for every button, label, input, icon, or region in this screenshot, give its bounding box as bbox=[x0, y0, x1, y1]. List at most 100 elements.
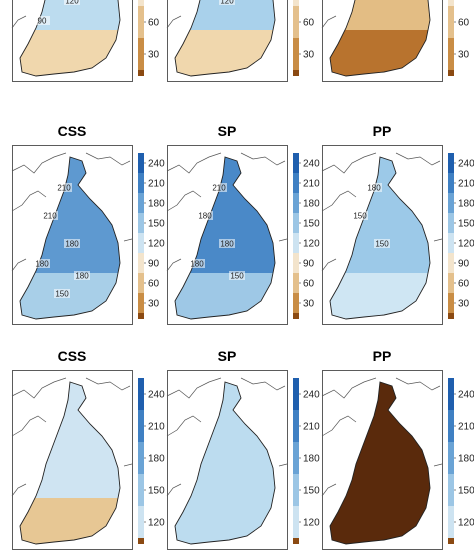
colorbar-tick-label: 210 bbox=[458, 179, 474, 190]
colorbar-segment bbox=[448, 410, 454, 443]
coastline bbox=[321, 258, 337, 272]
colorbar-tick-label: 90 bbox=[148, 259, 160, 270]
colorbar-segment bbox=[138, 173, 144, 194]
map-panel-middle-1: CSS 210 210 180 180 180 150 240 210 180 150 120 90 60… bbox=[11, 123, 165, 325]
map-panel-top-3: 12090150120906030 bbox=[321, 0, 474, 82]
colorbar-tick-label: 120 bbox=[148, 239, 165, 250]
coastline bbox=[321, 152, 377, 174]
coastline bbox=[433, 238, 443, 242]
colorbar-tick-label: 60 bbox=[458, 18, 470, 29]
coastline bbox=[85, 152, 131, 166]
contour-label-bg bbox=[189, 259, 205, 268]
colorbar-tick-label: 210 bbox=[148, 179, 165, 190]
contour-label-bg bbox=[42, 211, 58, 220]
contour-label-bg bbox=[56, 183, 72, 192]
colorbar-tick-label: 60 bbox=[303, 279, 315, 290]
coastline bbox=[240, 152, 286, 166]
colorbar-segment bbox=[448, 538, 454, 544]
colorbar-tick-label: 210 bbox=[303, 422, 320, 433]
contour-label: 180 bbox=[75, 272, 89, 281]
colorbar-tick-label: 30 bbox=[148, 299, 160, 310]
colorbar-tick-label: 180 bbox=[303, 199, 320, 210]
colorbar-tick-label: 180 bbox=[148, 199, 165, 210]
contour-label-bg bbox=[352, 211, 368, 220]
colorbar-segment bbox=[138, 6, 144, 39]
colorbar-tick-label: 240 bbox=[148, 390, 165, 401]
colorbar-segment bbox=[293, 293, 299, 314]
colorbar-tick-label: 150 bbox=[458, 219, 474, 230]
contour-label-bg bbox=[54, 289, 70, 298]
colorbar-segment bbox=[138, 193, 144, 214]
contour-label-bg bbox=[219, 0, 235, 5]
colorbar-segment bbox=[293, 6, 299, 39]
colorbar-segment bbox=[293, 313, 299, 319]
coastline bbox=[166, 258, 182, 272]
coastline bbox=[321, 190, 357, 212]
colorbar-tick-label: 180 bbox=[458, 199, 474, 210]
colorbar-tick-label: 150 bbox=[303, 486, 320, 497]
finland-outline bbox=[174, 0, 276, 77]
coastline bbox=[321, 377, 377, 399]
coastline bbox=[166, 377, 222, 399]
colorbar-segment bbox=[293, 506, 299, 539]
colorbar-segment bbox=[448, 253, 454, 274]
colorbar-segment bbox=[138, 410, 144, 443]
coastline bbox=[166, 415, 202, 437]
colorbar-segment bbox=[448, 153, 454, 174]
colorbar-tick-label: 180 bbox=[458, 454, 474, 465]
coastline bbox=[11, 190, 47, 212]
colorbar-segment bbox=[138, 538, 144, 544]
finland-outline bbox=[329, 0, 431, 77]
colorbar-tick-label: 240 bbox=[458, 159, 474, 170]
map-panel-bottom-3: PP 240 210 180 150 120 bbox=[321, 348, 474, 550]
colorbar-tick-label: 210 bbox=[458, 422, 474, 433]
colorbar-segment bbox=[448, 70, 454, 76]
coastline bbox=[11, 415, 47, 437]
colorbar-segment bbox=[448, 378, 454, 411]
coastline bbox=[166, 190, 202, 212]
coastline bbox=[433, 463, 443, 467]
colorbar-tick-label: 210 bbox=[303, 179, 320, 190]
colorbar-segment bbox=[293, 70, 299, 76]
coastline bbox=[321, 15, 337, 29]
contour-label-bg bbox=[366, 183, 382, 192]
coastline bbox=[395, 152, 441, 166]
colorbar-segment bbox=[138, 70, 144, 76]
contour-label-bg bbox=[374, 239, 390, 248]
colorbar-segment bbox=[448, 38, 454, 71]
map-plot: 240 210 180 150 120 bbox=[11, 370, 165, 550]
contour-label: 120 bbox=[65, 0, 79, 6]
colorbar-segment bbox=[138, 153, 144, 174]
coastline bbox=[278, 463, 288, 467]
colorbar-tick-label: 30 bbox=[148, 50, 160, 61]
colorbar-segment bbox=[448, 474, 454, 507]
colorbar-segment bbox=[448, 273, 454, 294]
colorbar-segment bbox=[138, 38, 144, 71]
colorbar-segment bbox=[448, 6, 454, 39]
map-plot: 18015012090150120906030 bbox=[11, 0, 160, 82]
colorbar-segment bbox=[293, 0, 299, 7]
contour-label-bg bbox=[64, 0, 80, 5]
map-plot: 180 150 150 240 210 180 150 120 90 60 30 bbox=[321, 145, 474, 325]
colorbar-tick-label: 240 bbox=[303, 159, 320, 170]
contour-label-bg bbox=[34, 16, 50, 25]
colorbar-segment bbox=[293, 38, 299, 71]
colorbar-tick-label: 30 bbox=[303, 299, 315, 310]
colorbar-tick-label: 150 bbox=[148, 486, 165, 497]
colorbar-segment bbox=[293, 538, 299, 544]
colorbar-segment bbox=[138, 273, 144, 294]
panel-title: SP bbox=[217, 348, 237, 364]
coastline bbox=[11, 15, 27, 29]
contour-label-bg bbox=[229, 271, 245, 280]
contour-label: 180 bbox=[198, 212, 212, 221]
contour-label-bg bbox=[34, 259, 50, 268]
colorbar-segment bbox=[293, 378, 299, 411]
colorbar-segment bbox=[138, 474, 144, 507]
contour-label: 180 bbox=[220, 240, 234, 249]
contour-label: 150 bbox=[375, 240, 389, 249]
contour-label: 210 bbox=[57, 184, 71, 193]
colorbar-segment bbox=[448, 173, 454, 194]
map-plot: 210 210 180 180 180 150 240 210 180 150 120 90 60 30 bbox=[11, 145, 165, 325]
colorbar-segment bbox=[138, 378, 144, 411]
contour-label-bg bbox=[219, 239, 235, 248]
